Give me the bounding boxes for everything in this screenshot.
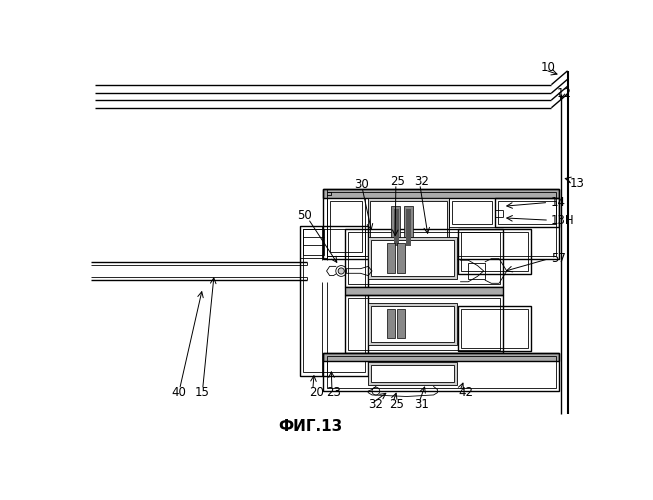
Text: 30: 30 bbox=[355, 178, 369, 191]
Bar bbox=[345, 295, 503, 352]
Bar bbox=[330, 201, 362, 252]
Bar bbox=[300, 226, 368, 376]
Bar bbox=[303, 228, 325, 255]
Bar bbox=[387, 308, 395, 338]
Text: 14: 14 bbox=[550, 196, 565, 209]
Bar bbox=[304, 230, 365, 372]
Text: 13H: 13H bbox=[550, 214, 574, 226]
Bar bbox=[372, 240, 454, 277]
Bar bbox=[398, 308, 405, 338]
Bar bbox=[348, 232, 500, 284]
Circle shape bbox=[338, 268, 344, 274]
Bar bbox=[368, 362, 456, 385]
Bar bbox=[348, 298, 500, 350]
Bar bbox=[326, 192, 556, 256]
Bar bbox=[449, 198, 495, 227]
Text: 12: 12 bbox=[557, 88, 572, 101]
Bar bbox=[345, 230, 503, 287]
Text: 20: 20 bbox=[309, 386, 324, 399]
Bar bbox=[461, 310, 528, 348]
Text: 57: 57 bbox=[551, 252, 566, 265]
Bar bbox=[372, 306, 454, 342]
Bar bbox=[326, 198, 365, 256]
Bar bbox=[326, 356, 556, 388]
Bar bbox=[345, 287, 503, 295]
Bar bbox=[391, 206, 400, 248]
Bar bbox=[458, 306, 532, 351]
Bar bbox=[300, 226, 327, 258]
Bar bbox=[370, 201, 447, 256]
Text: 10: 10 bbox=[541, 61, 556, 74]
Bar bbox=[406, 208, 411, 246]
Bar bbox=[468, 264, 485, 278]
Text: 42: 42 bbox=[458, 386, 473, 399]
Bar bbox=[458, 230, 532, 274]
Text: ФИГ.13: ФИГ.13 bbox=[278, 419, 343, 434]
Bar bbox=[323, 190, 559, 198]
Text: 32: 32 bbox=[368, 398, 383, 411]
Bar bbox=[394, 208, 399, 246]
Bar bbox=[452, 201, 492, 224]
Text: 31: 31 bbox=[415, 398, 429, 411]
Text: 32: 32 bbox=[415, 175, 429, 188]
Text: 25: 25 bbox=[390, 175, 405, 188]
Bar bbox=[323, 352, 559, 391]
Text: 15: 15 bbox=[195, 386, 210, 399]
Bar bbox=[461, 232, 528, 271]
Bar bbox=[323, 352, 559, 361]
Bar bbox=[372, 365, 454, 382]
Text: 13: 13 bbox=[570, 176, 585, 190]
Text: 25: 25 bbox=[389, 398, 404, 411]
Bar bbox=[323, 190, 559, 258]
Bar bbox=[368, 237, 456, 280]
Bar bbox=[404, 206, 413, 248]
Bar bbox=[498, 201, 556, 224]
Bar bbox=[398, 244, 405, 272]
Text: 40: 40 bbox=[172, 386, 187, 399]
Bar bbox=[368, 302, 456, 345]
Text: 23: 23 bbox=[326, 386, 342, 399]
Bar bbox=[495, 198, 559, 227]
Bar bbox=[368, 198, 449, 258]
Bar bbox=[387, 244, 395, 272]
Text: 50: 50 bbox=[297, 209, 312, 222]
